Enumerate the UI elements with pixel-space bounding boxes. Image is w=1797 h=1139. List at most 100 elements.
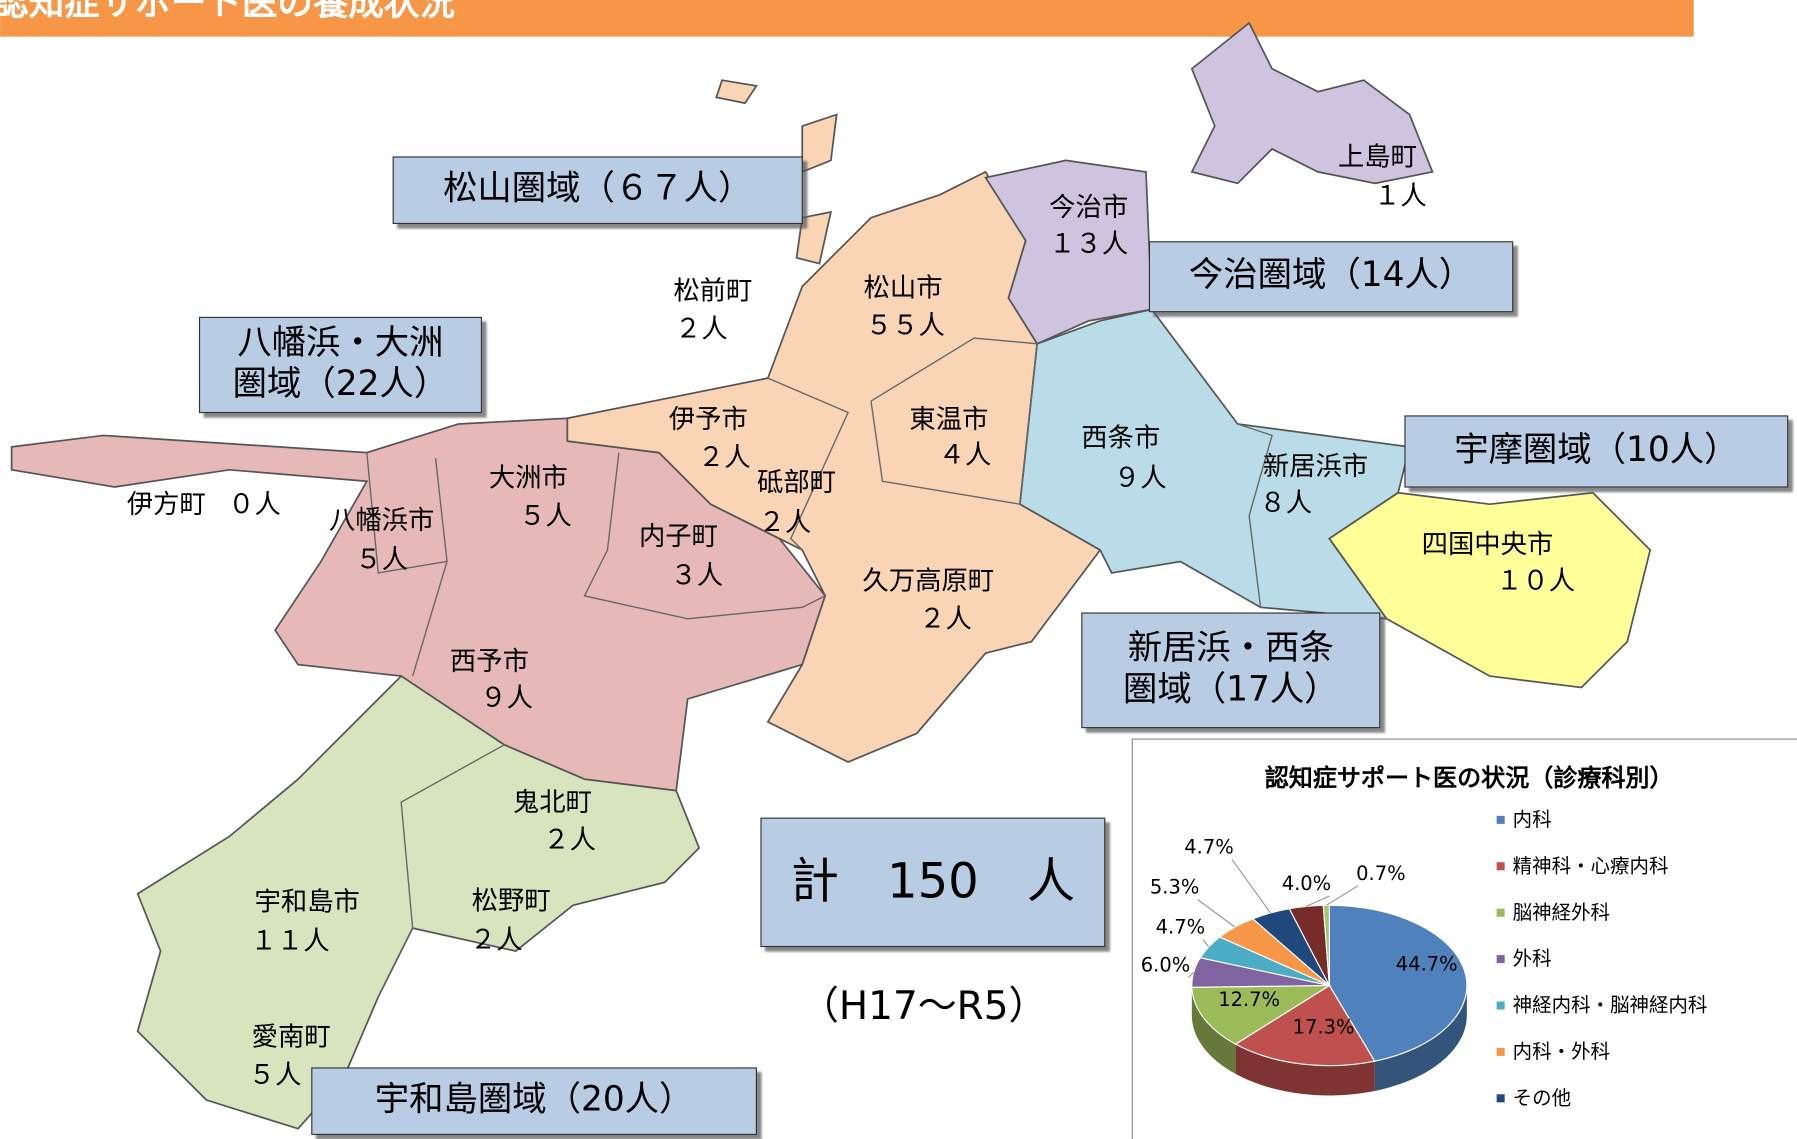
town-name: 鬼北町	[513, 788, 592, 818]
area-box	[1148, 241, 1514, 313]
value-label: 0.7%	[1356, 862, 1405, 885]
leader-line	[1305, 895, 1330, 907]
town-count: １１人	[251, 926, 330, 956]
area-box	[392, 156, 803, 225]
town-name: 松野町	[472, 886, 551, 916]
island	[715, 79, 758, 105]
town-name: 西予市	[450, 647, 529, 677]
town-name: 愛南町	[252, 1023, 331, 1053]
area-label: 松山圏域（６７人）	[443, 169, 752, 209]
region-yawatahama-ozu	[10, 417, 827, 792]
town-count: ４人	[939, 441, 992, 471]
value-label: 4.0%	[1282, 872, 1331, 895]
value-label: 17.3%	[1293, 1015, 1355, 1038]
town-count: ８人	[1259, 489, 1312, 519]
border	[377, 744, 505, 998]
region-shikokuchuo	[1328, 491, 1652, 689]
border	[870, 337, 1038, 505]
island	[795, 210, 833, 265]
town-count: １０人	[1496, 567, 1575, 597]
total: 計 150 人	[791, 854, 1075, 910]
slice	[1191, 984, 1332, 1045]
town-name: 大洲市	[489, 463, 568, 493]
town-count: ９人	[1114, 463, 1167, 493]
leader-line	[1197, 899, 1236, 928]
area-label: 八幡浜・大洲	[237, 323, 443, 363]
region-uwajima	[136, 674, 701, 1130]
town-name: 松山市	[864, 273, 943, 303]
value-label: 6.0%	[1141, 953, 1190, 976]
legend-swatch	[1496, 1047, 1505, 1056]
slice	[1234, 984, 1376, 1067]
slice-side	[1235, 1044, 1375, 1096]
town-name: 上島町	[1338, 143, 1417, 173]
header-title: 認知症サポート医の養成状況	[0, 0, 455, 24]
total-box	[760, 817, 1106, 948]
legend-swatch	[1496, 908, 1505, 917]
town-count: ２人	[675, 315, 728, 345]
town-count: ２人	[759, 508, 812, 538]
leader-line	[1231, 859, 1271, 914]
value-label: 44.7%	[1396, 952, 1458, 975]
area-label: 宇摩圏域（10人）	[1454, 430, 1738, 470]
town-name: 松前町	[673, 277, 752, 307]
town-count: ５人	[355, 545, 408, 575]
town-name: 八幡浜市	[329, 506, 434, 536]
island	[801, 113, 838, 174]
legend-label: 内科	[1513, 808, 1552, 831]
value-label: 12.7%	[1218, 988, 1280, 1011]
town-name: 伊予市	[669, 405, 748, 435]
legend-label: 内科・外科	[1513, 1040, 1610, 1063]
legend-swatch	[1496, 862, 1505, 871]
area-box	[1404, 415, 1789, 488]
legend-label: 外科	[1513, 947, 1552, 970]
border	[366, 452, 448, 574]
town-name: 今治市	[1049, 193, 1128, 223]
town-count: ２人	[470, 925, 523, 955]
town-count: ２人	[919, 604, 972, 634]
period: （H17～R5）	[800, 984, 1047, 1029]
slice-side	[1191, 987, 1236, 1074]
town-name: 伊方町	[127, 490, 206, 520]
area-box	[1081, 612, 1381, 729]
region-imabari	[984, 159, 1153, 345]
legend-swatch	[1496, 955, 1505, 964]
town-name: 砥部町	[757, 468, 836, 498]
map	[10, 21, 1652, 1130]
town-count: ２人	[543, 826, 596, 856]
town-count: ９人	[480, 683, 533, 713]
town-name: 久万高原町	[862, 567, 994, 597]
region-matsuyama	[566, 170, 1102, 763]
town-count: １３人	[1049, 230, 1128, 260]
town-count: ０人	[228, 490, 281, 520]
town-name: 新居浜市	[1263, 452, 1368, 482]
legend-label: その他	[1513, 1086, 1571, 1109]
border	[583, 452, 826, 620]
leader-line	[1188, 971, 1195, 978]
town-count: ２人	[698, 443, 751, 473]
border	[1237, 423, 1273, 608]
value-label: 4.7%	[1184, 835, 1233, 858]
town-name: 宇和島市	[255, 887, 360, 917]
slice-side	[1374, 985, 1467, 1091]
legend-label: 脳神経外科	[1513, 901, 1610, 924]
area-box	[198, 316, 482, 414]
islands-imabari	[1190, 21, 1434, 185]
legend-swatch	[1496, 1094, 1505, 1103]
town-name: 四国中央市	[1422, 530, 1554, 560]
value-label: 5.3%	[1150, 876, 1199, 899]
town-count: ３人	[670, 561, 723, 591]
area-label: 今治圏域（14人）	[1189, 255, 1473, 295]
town-count: ５人	[249, 1060, 302, 1090]
area-box	[311, 1067, 757, 1135]
town-name: 東温市	[909, 405, 988, 435]
pie-chart: 44.7% 17.3% 12.7% 6.0% 4.7% 5.3% 4.7% 4.0% 0.7% 内…	[1141, 808, 1708, 1109]
leader-line	[1202, 939, 1210, 948]
legend-label: 精神科・心療内科	[1513, 854, 1669, 877]
town-name: 内子町	[639, 522, 718, 552]
town-count: ５５人	[866, 311, 945, 341]
